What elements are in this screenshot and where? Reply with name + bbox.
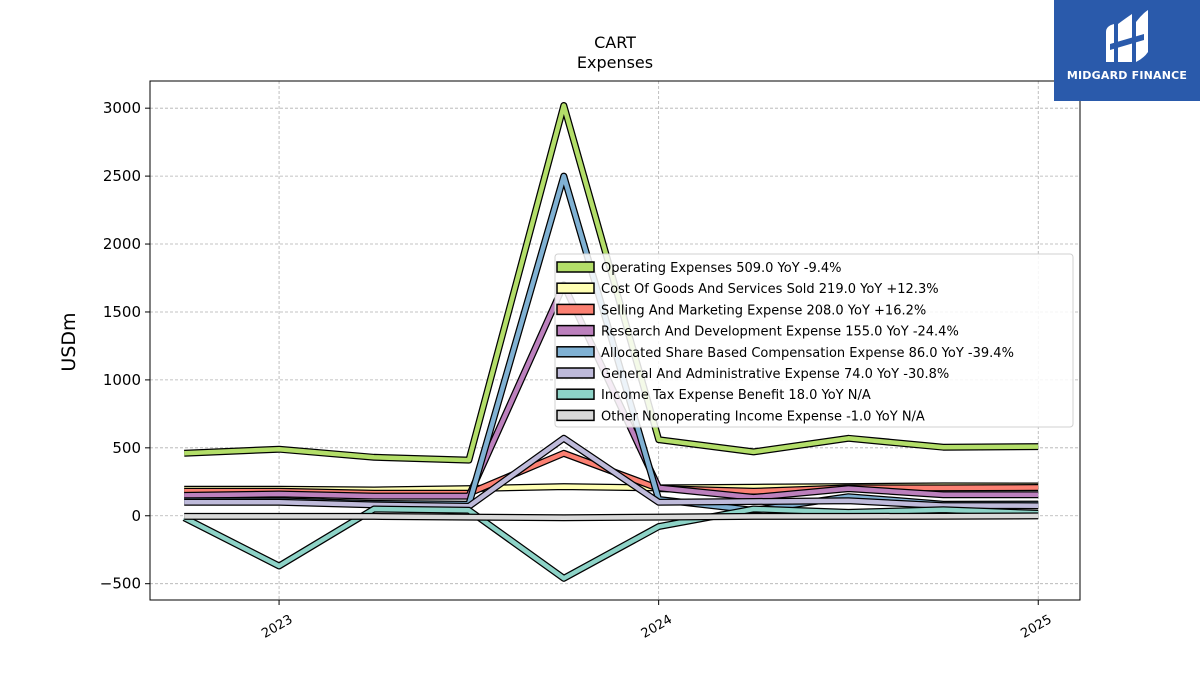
legend-label: Cost Of Goods And Services Sold 219.0 Yo… [601,282,939,297]
axes: −500 0 500 1000 1500 2000 2500 3000 2023 2024 2025 [100,99,1055,642]
legend-entry: Allocated Share Based Compensation Expen… [556,346,1014,361]
legend-label: Research And Development Expense 155.0 Y… [601,325,959,340]
y-tick-label: 2500 [103,167,141,185]
legend-entry: Selling And Marketing Expense 208.0 YoY … [556,303,926,318]
legend-swatch [556,303,595,316]
legend-entry: Other Nonoperating Income Expense -1.0 Y… [556,409,925,424]
logo-text: MIDGARD FINANCE [1066,69,1188,82]
legend-entry: Research And Development Expense 155.0 Y… [556,324,959,340]
legend-swatch [556,346,595,358]
chart-title: CART [594,33,636,52]
y-tick-label: 3000 [103,99,141,117]
x-tick-label: 2025 [1018,612,1054,642]
legend-entry: Operating Expenses 509.0 YoY -9.4% [556,261,842,276]
legend-swatch [556,282,595,294]
legend-swatch [556,261,595,273]
legend-swatch [556,388,595,400]
legend-label: Allocated Share Based Compensation Expen… [601,346,1014,361]
y-tick-label: 1000 [103,371,141,389]
x-tick-label: 2024 [639,612,675,642]
y-axis-label: USDm [58,312,80,371]
legend-entry: Income Tax Expense Benefit 18.0 YoY N/A [556,388,871,403]
y-tick-label: −500 [100,575,141,593]
series-6 [184,434,1039,510]
legend-entry: General And Administrative Expense 74.0 … [556,367,949,382]
y-tick-label: 0 [131,507,141,525]
y-tick-label: 500 [112,439,141,457]
x-tick-label: 2023 [259,612,295,642]
legend-label: Operating Expenses 509.0 YoY -9.4% [601,261,842,276]
chart-subtitle: Expenses [576,53,654,72]
series-7 [182,505,1039,582]
legend-label: Selling And Marketing Expense 208.0 YoY … [601,303,926,318]
legend-swatch [556,324,595,337]
y-tick-label: 2000 [103,235,141,253]
series-line [184,513,1039,521]
midgard-finance-logo: MIDGARD FINANCE [1054,0,1200,101]
legend-box [554,253,1074,428]
legend: Operating Expenses 509.0 YoY -9.4% Cost O… [554,253,1074,428]
legend-entry: Cost Of Goods And Services Sold 219.0 Yo… [556,282,939,297]
series-line [183,506,1039,581]
legend-swatch [556,367,595,379]
logo-mark-icon [1106,10,1148,62]
plot-frame [149,80,1081,601]
legend-label: Income Tax Expense Benefit 18.0 YoY N/A [601,388,871,403]
series-line [184,436,1039,509]
series-8 [184,512,1039,522]
y-tick-label: 1500 [103,303,141,321]
legend-label: Other Nonoperating Income Expense -1.0 Y… [601,409,925,424]
legend-swatch [556,409,595,422]
legend-label: General And Administrative Expense 74.0 … [601,367,949,382]
